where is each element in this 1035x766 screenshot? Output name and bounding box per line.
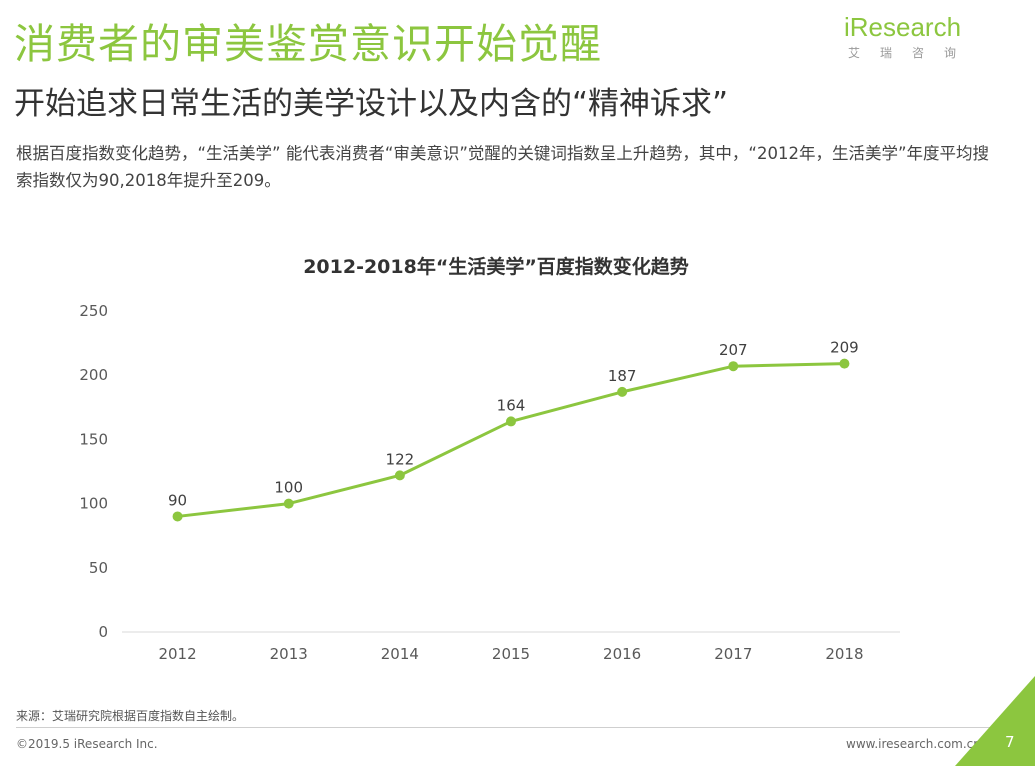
x-tick-label: 2018 xyxy=(825,645,863,663)
data-label: 187 xyxy=(608,367,637,385)
y-tick-label: 50 xyxy=(89,559,108,577)
chart-title: 2012-2018年“生活美学”百度指数变化趋势 xyxy=(303,256,689,278)
source-note: 来源：艾瑞研究院根据百度指数自主绘制。 xyxy=(16,709,245,723)
x-tick-label: 2014 xyxy=(381,645,419,663)
data-point xyxy=(839,358,850,369)
page-subtitle: 开始追求日常生活的美学设计以及内含的“精神诉求” xyxy=(14,86,729,122)
x-tick-label: 2013 xyxy=(270,645,308,663)
description-text: 根据百度指数变化趋势，“生活美学” 能代表消费者“审美意识”觉醒的关键词指数呈上… xyxy=(16,144,990,190)
y-tick-label: 250 xyxy=(79,302,108,320)
line-chart: 0 50 100 150 200 250 2012 2013 2014 2015 2016 2017 2… xyxy=(79,302,900,663)
y-tick-label: 150 xyxy=(79,430,108,448)
page-number: 7 xyxy=(1005,733,1015,751)
data-label: 164 xyxy=(497,396,526,414)
data-point xyxy=(506,416,516,427)
corner-decoration xyxy=(955,676,1035,766)
data-label: 209 xyxy=(830,339,859,357)
data-point xyxy=(728,361,739,372)
x-tick-label: 2017 xyxy=(714,645,752,663)
data-point xyxy=(394,470,405,481)
iresearch-logo: iResearch 艾瑞咨询 xyxy=(844,12,994,74)
data-point xyxy=(283,498,294,509)
website-text: www.iresearch.com.cn xyxy=(846,737,981,751)
x-tick-label: 2012 xyxy=(158,645,196,663)
data-label: 90 xyxy=(168,491,187,509)
logo-main-text: iResearch xyxy=(844,12,962,42)
data-label: 100 xyxy=(274,479,303,497)
logo-sub-text: 艾瑞咨询 xyxy=(848,46,977,60)
footer-divider xyxy=(16,727,1016,728)
data-point xyxy=(617,386,628,397)
copyright-text: ©2019.5 iResearch Inc. xyxy=(16,737,158,751)
x-tick-label: 2016 xyxy=(603,645,641,663)
y-tick-label: 100 xyxy=(79,495,108,513)
page-title: 消费者的审美鉴赏意识开始觉醒 xyxy=(14,20,602,68)
data-label: 207 xyxy=(719,341,748,359)
data-point xyxy=(172,511,183,522)
y-tick-label: 0 xyxy=(98,623,108,641)
data-label: 122 xyxy=(386,450,415,468)
y-tick-label: 200 xyxy=(79,366,108,384)
x-tick-label: 2015 xyxy=(492,645,530,663)
